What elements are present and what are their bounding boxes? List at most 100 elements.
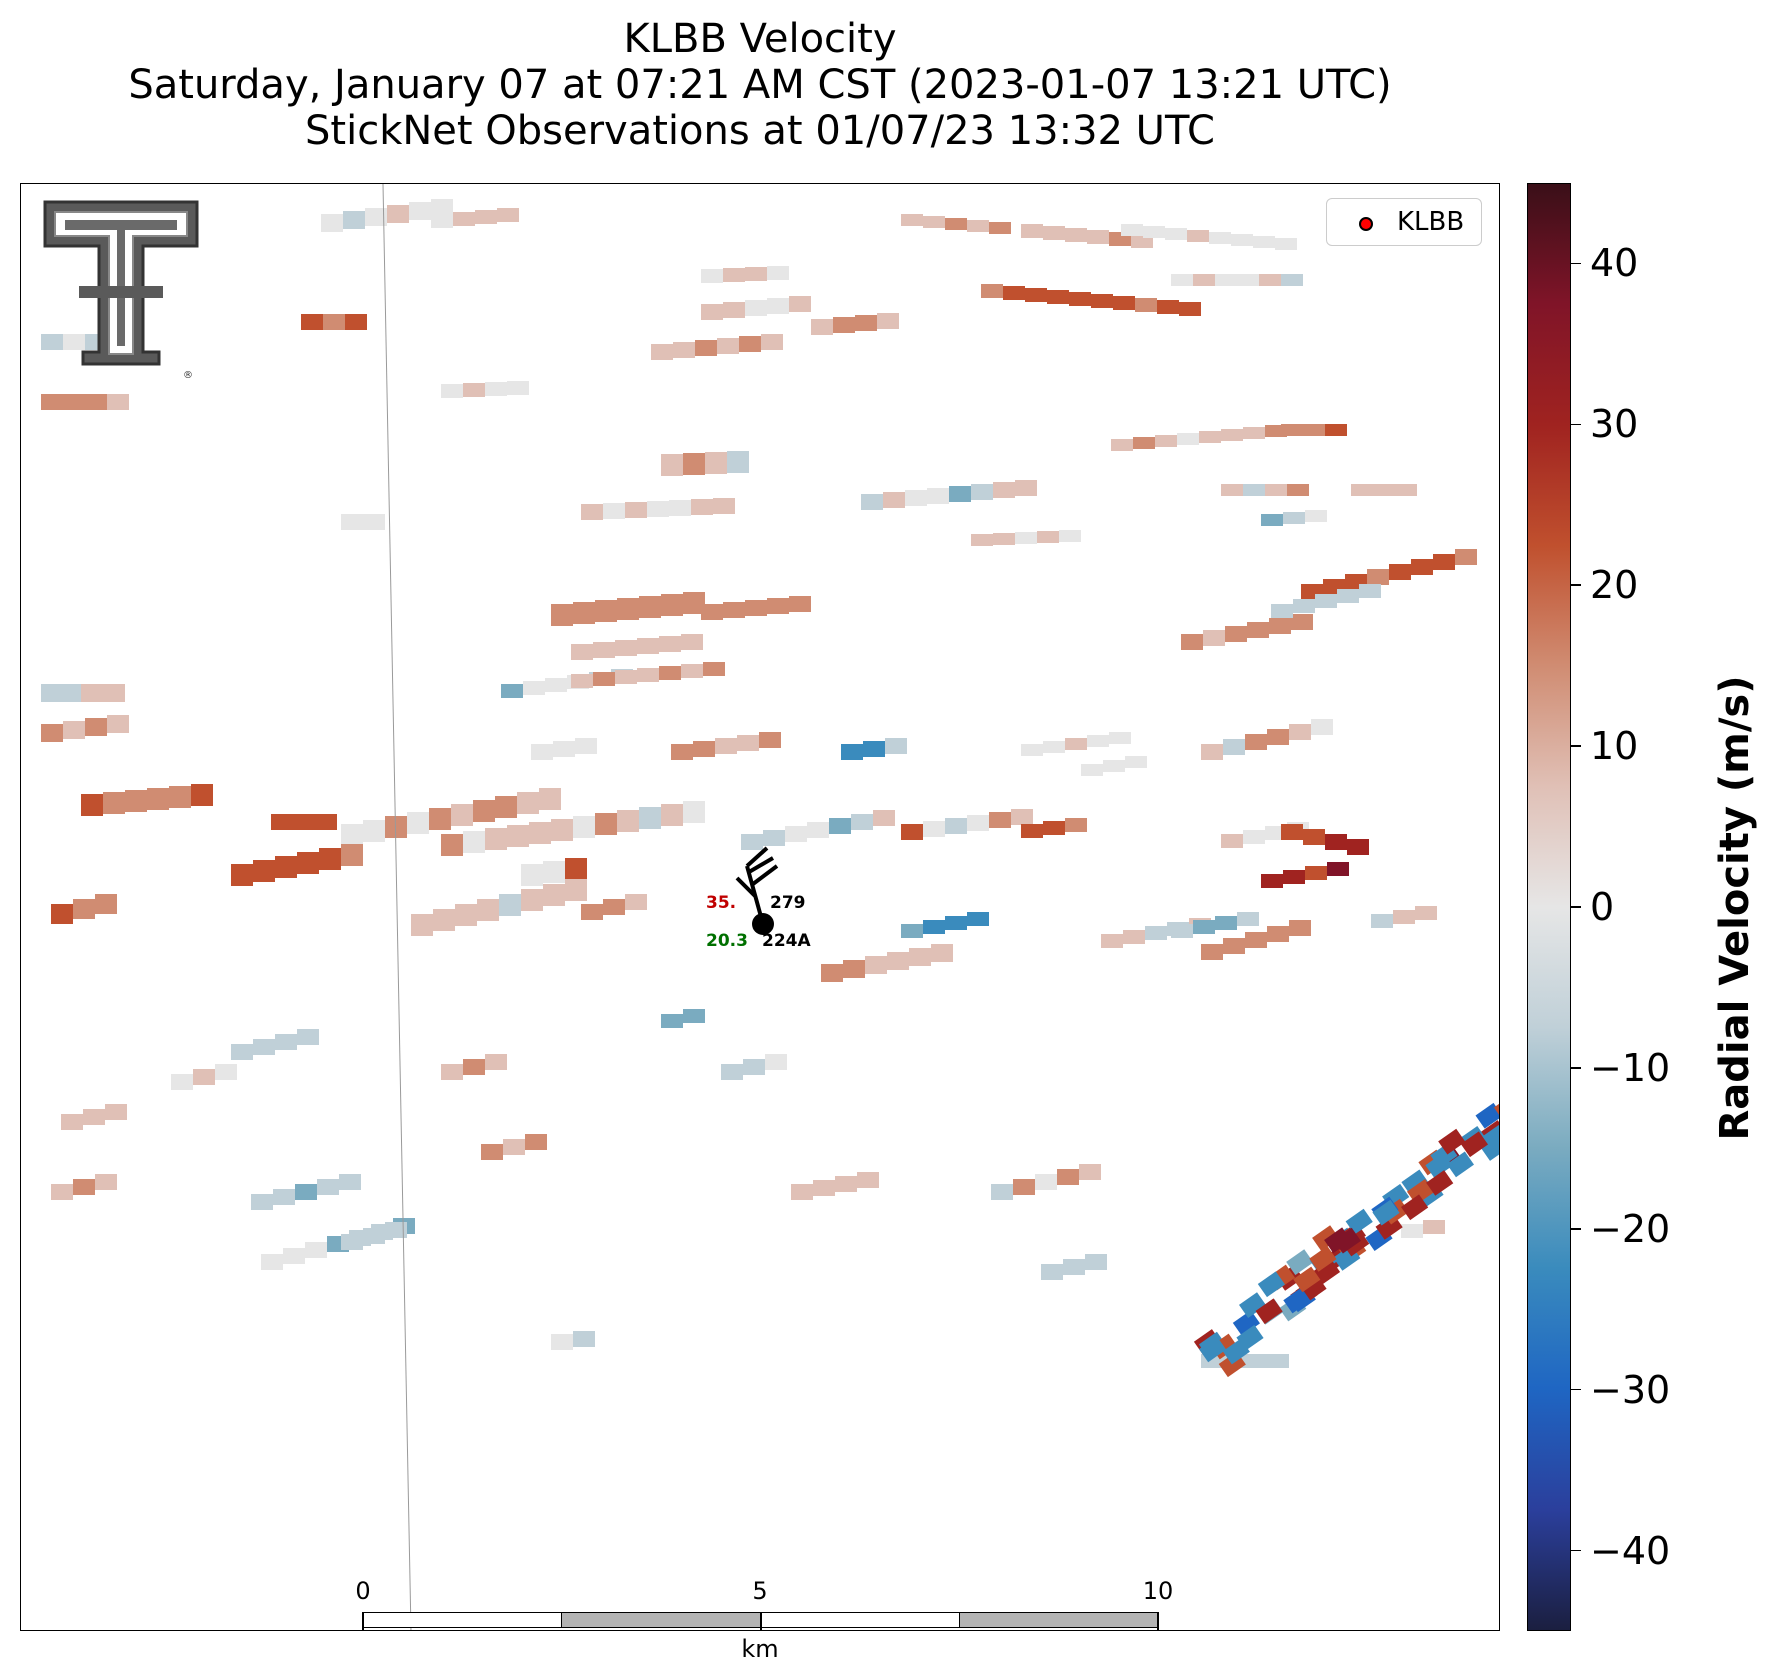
radar-gate — [1267, 729, 1289, 745]
radar-gate — [971, 484, 993, 500]
radar-gate — [1245, 932, 1267, 948]
radar-gate — [1271, 604, 1293, 618]
radar-gate — [1087, 735, 1109, 747]
radar-gate — [745, 300, 767, 316]
radar-gate — [1065, 818, 1087, 832]
sticknet-station-plot — [735, 846, 779, 935]
radar-gate — [615, 670, 637, 684]
radar-gate — [571, 674, 593, 688]
radar-gate — [429, 808, 451, 830]
radar-gate — [743, 1059, 765, 1075]
colorbar-tick — [1571, 584, 1581, 586]
colorbar-title: Radial Velocity (m/s) — [1712, 675, 1758, 1141]
radar-gate — [1480, 1135, 1499, 1161]
radar-gate — [581, 504, 603, 520]
radar-gate — [105, 1104, 127, 1120]
radar-gate — [1021, 224, 1043, 238]
station-marker-icon — [752, 913, 774, 935]
radar-gate — [1215, 274, 1237, 286]
radar-gate — [1371, 914, 1393, 928]
scalebar-unit: km — [741, 1635, 779, 1663]
radar-gate — [931, 944, 953, 962]
radar-gate — [625, 894, 647, 910]
radar-gate — [581, 904, 603, 920]
radar-gate — [1203, 630, 1225, 646]
radar-gate — [575, 738, 597, 754]
station-pressure: 279 — [770, 893, 806, 913]
radar-gate — [767, 598, 789, 614]
radar-gate — [723, 302, 745, 318]
radar-gate — [545, 678, 567, 692]
radar-gate — [923, 920, 945, 934]
radar-gate — [1222, 1338, 1250, 1365]
radar-gate — [595, 600, 617, 622]
radar-gate — [363, 820, 385, 842]
radar-gate — [741, 834, 763, 850]
radar-gate — [1426, 1170, 1454, 1196]
radar-gate — [485, 828, 507, 850]
radar-gate — [543, 884, 565, 906]
radar-gate — [681, 664, 703, 678]
radar-gate — [1425, 1152, 1453, 1179]
radar-gate — [495, 796, 517, 818]
registered-mark: ® — [183, 370, 193, 381]
radar-gate — [1125, 756, 1147, 768]
radar-gate — [745, 600, 767, 616]
radar-gate — [1289, 724, 1311, 740]
radar-gate — [1081, 764, 1103, 776]
radar-gate — [565, 858, 587, 880]
radar-gate — [1269, 618, 1291, 634]
radar-gate — [1411, 559, 1433, 575]
radar-gate — [1291, 614, 1313, 630]
radar-gate — [81, 684, 103, 702]
radar-gate — [253, 1039, 275, 1055]
radar-gate — [1237, 274, 1259, 286]
radar-gate — [1247, 622, 1269, 638]
radar-gate — [63, 394, 85, 410]
radar-gate — [1015, 480, 1037, 496]
radar-gate — [865, 956, 887, 974]
radar-gate — [341, 1234, 363, 1250]
radar-gate — [723, 268, 745, 282]
radar-gate — [1079, 1164, 1101, 1180]
radar-gate — [639, 807, 661, 829]
radar-gate — [1395, 484, 1417, 496]
radar-gate — [625, 502, 647, 518]
radar-gate — [651, 344, 673, 360]
radar-gate — [1311, 719, 1333, 735]
radar-gate — [551, 604, 573, 626]
colorbar-tick-label: −40 — [1590, 1528, 1671, 1573]
radar-gate — [791, 1184, 813, 1200]
radar-gate — [989, 812, 1011, 828]
radar-gate — [1433, 554, 1455, 570]
radar-gate — [1123, 930, 1145, 944]
radar-gate — [297, 852, 319, 874]
radar-gate — [1315, 594, 1337, 608]
radar-gate — [1283, 870, 1305, 884]
radar-gate — [673, 342, 695, 358]
radar-gate — [661, 804, 683, 826]
radar-gate — [1325, 424, 1347, 436]
radar-gate — [573, 1331, 595, 1347]
radar-gate — [385, 816, 407, 838]
radar-gate — [885, 738, 907, 754]
colorbar-tick — [1571, 1228, 1581, 1230]
radar-gate — [1325, 834, 1347, 850]
radar-gate — [861, 494, 883, 510]
radar-gate — [387, 205, 409, 223]
radar-gate — [463, 383, 485, 397]
radar-gate — [705, 452, 727, 474]
radar-gate — [521, 864, 543, 886]
radar-gate — [41, 724, 63, 742]
colorbar-tick — [1571, 906, 1581, 908]
radar-gate — [1283, 512, 1305, 524]
radar-gate — [345, 314, 367, 330]
scalebar-tick — [362, 1612, 364, 1630]
radar-gate — [63, 721, 85, 739]
radar-gate — [339, 1174, 361, 1190]
radar-gate — [647, 501, 669, 517]
radar-gate — [691, 499, 713, 515]
radar-gate — [431, 214, 453, 228]
radar-gate — [431, 199, 453, 217]
radar-gate — [341, 844, 363, 866]
